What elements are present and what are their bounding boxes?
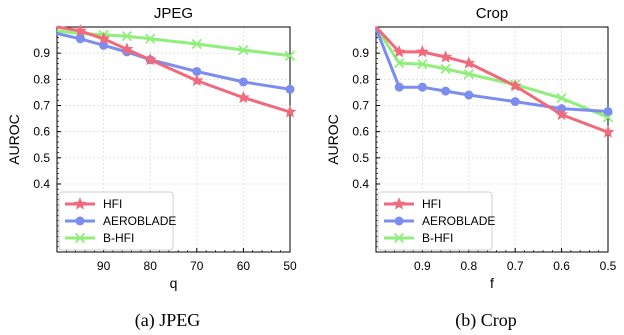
legend-label: B-HFI xyxy=(422,231,453,245)
chart-0: 0.4 0.5 0.6 0.7 0.8 0.9 90 80 70 60 50 JPEG q AUROC (a… xyxy=(6,5,297,331)
y-tick-label: 0.9 xyxy=(352,46,369,60)
series-hfi xyxy=(374,25,615,138)
data-point xyxy=(285,84,295,94)
y-tick-label: 0.5 xyxy=(33,151,50,165)
data-point xyxy=(463,68,474,80)
data-point xyxy=(556,93,567,104)
data-point xyxy=(190,73,204,87)
data-point xyxy=(603,107,613,117)
legend-label: HFI xyxy=(422,197,441,211)
y-tick-label: 0.9 xyxy=(33,46,50,60)
data-point xyxy=(73,24,87,37)
data-point xyxy=(236,90,250,104)
y-axis-label: AUROC xyxy=(325,114,341,165)
data-point xyxy=(601,125,615,138)
plot-frame xyxy=(56,26,291,253)
y-tick-label: 0.6 xyxy=(33,125,50,139)
x-tick-label: 50 xyxy=(283,259,297,273)
legend: HFI AEROBLADE B-HFI xyxy=(377,191,495,251)
data-point xyxy=(415,45,429,58)
data-point xyxy=(394,57,405,69)
legend-marker xyxy=(394,216,404,226)
legend-marker xyxy=(73,197,87,210)
y-tick-label: 0.8 xyxy=(352,72,369,86)
data-point xyxy=(440,63,451,74)
data-point xyxy=(417,82,427,92)
data-point xyxy=(238,44,249,56)
legend-marker xyxy=(75,216,85,226)
data-point xyxy=(510,97,520,107)
data-point xyxy=(75,34,85,44)
legend-box xyxy=(58,191,174,251)
legend-label: AEROBLADE xyxy=(422,214,495,228)
data-point xyxy=(464,90,474,100)
y-tick-label: 0.7 xyxy=(352,98,369,112)
x-tick-label: 0.9 xyxy=(414,259,431,273)
caption: (b) Crop xyxy=(455,310,517,331)
data-point xyxy=(238,77,248,87)
data-point xyxy=(143,52,157,66)
data-point xyxy=(392,45,406,58)
data-point xyxy=(191,38,202,50)
chart-title: JPEG xyxy=(154,5,193,22)
data-point xyxy=(508,79,522,92)
legend-box xyxy=(377,191,493,251)
data-point xyxy=(97,31,111,45)
series-aeroblade xyxy=(374,27,613,117)
x-tick-label: 90 xyxy=(97,259,111,273)
y-tick-label: 0.8 xyxy=(33,72,50,86)
x-tick-label: 60 xyxy=(237,259,251,273)
y-tick-label: 0.4 xyxy=(352,177,369,191)
y-tick-label: 0.5 xyxy=(352,151,369,165)
legend-label: B-HFI xyxy=(103,231,134,245)
data-point xyxy=(121,31,133,42)
data-point xyxy=(439,50,453,63)
x-tick-label: 80 xyxy=(144,259,158,273)
legend-label: HFI xyxy=(103,197,122,211)
plot-frame xyxy=(375,26,609,253)
legend-label: AEROBLADE xyxy=(103,214,176,228)
y-tick-label: 0.6 xyxy=(352,125,369,139)
data-point xyxy=(417,59,428,70)
data-point xyxy=(394,82,404,92)
x-tick-label: 0.5 xyxy=(600,259,617,273)
legend: HFI AEROBLADE B-HFI xyxy=(58,191,176,251)
y-axis-label: AUROC xyxy=(6,114,22,165)
data-point xyxy=(120,42,134,55)
data-point xyxy=(462,56,476,69)
data-point xyxy=(283,105,297,118)
x-tick-label: 0.7 xyxy=(507,259,524,273)
legend-marker xyxy=(74,232,86,244)
chart-title: Crop xyxy=(476,5,509,22)
data-point xyxy=(192,66,202,76)
x-tick-label: 0.6 xyxy=(553,259,570,273)
legend-marker xyxy=(392,197,406,210)
data-point xyxy=(145,33,156,44)
series-line xyxy=(374,26,609,119)
legend-marker xyxy=(393,232,405,244)
data-point xyxy=(555,107,569,121)
data-point xyxy=(284,50,296,61)
chart-1: 0.4 0.5 0.6 0.7 0.8 0.9 0.9 0.8 0.7 0.6 0.5 Crop f AU… xyxy=(325,5,617,331)
series-line xyxy=(374,27,609,113)
y-tick-label: 0.4 xyxy=(33,177,50,191)
series-line xyxy=(56,25,291,114)
x-axis-label: q xyxy=(170,275,178,291)
x-tick-label: 0.8 xyxy=(460,259,477,273)
series-hfi xyxy=(56,24,297,118)
x-axis-label: f xyxy=(490,275,494,291)
y-tick-label: 0.7 xyxy=(33,98,50,112)
data-point xyxy=(441,86,451,96)
caption: (a) JPEG xyxy=(135,310,201,331)
x-tick-label: 70 xyxy=(190,259,204,273)
